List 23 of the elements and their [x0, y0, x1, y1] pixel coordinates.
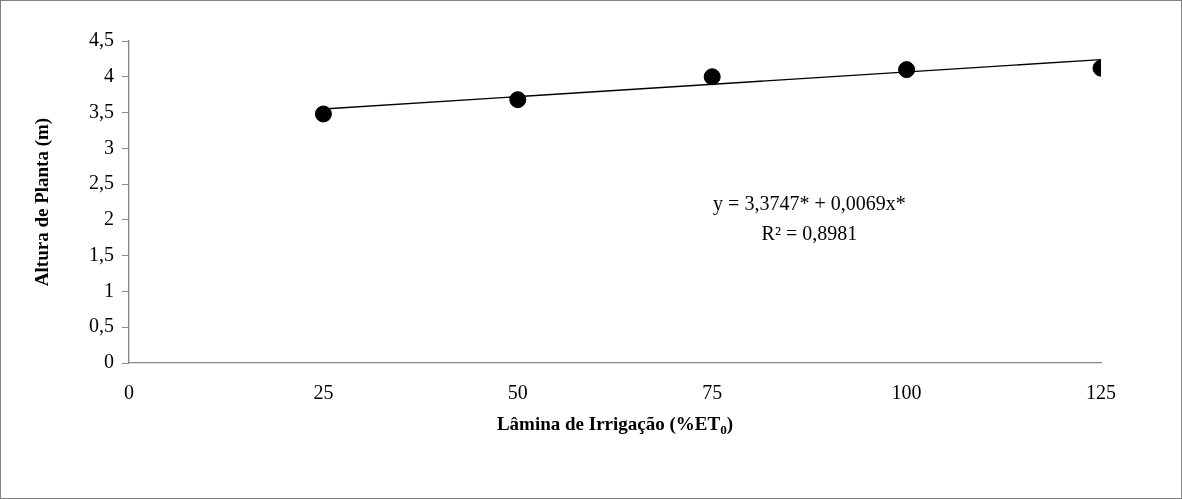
point [509, 91, 527, 109]
x-tick-label: 100 [891, 381, 922, 404]
y-tick-label: 0,5 [89, 314, 114, 337]
y-tick-label: 3 [104, 135, 114, 158]
x-tick-label: 50 [507, 381, 528, 404]
point [703, 68, 721, 86]
y-tick-label: 3,5 [89, 99, 114, 122]
point [314, 105, 332, 123]
annotation: R² = 0,8981 [761, 222, 858, 245]
y-tick-label: 2 [104, 207, 114, 230]
y-tick-label: 1,5 [89, 242, 114, 265]
x-tick-label: 125 [1086, 381, 1116, 404]
x-tick-label: 0 [124, 381, 134, 404]
point [898, 61, 916, 79]
y-tick-label: 4 [104, 64, 114, 87]
y-tick-label: 4,5 [89, 28, 114, 51]
x-tick-label: 25 [313, 381, 334, 404]
y-tick-label: 1 [104, 278, 114, 301]
annotation: y = 3,3747* + 0,0069x* [713, 192, 906, 216]
x-tick-label: 75 [702, 381, 723, 404]
y-tick-label: 0 [104, 350, 114, 373]
y-tick-label: 2,5 [89, 171, 114, 194]
y-axis-title: Altura de Planta (m) [30, 117, 53, 287]
